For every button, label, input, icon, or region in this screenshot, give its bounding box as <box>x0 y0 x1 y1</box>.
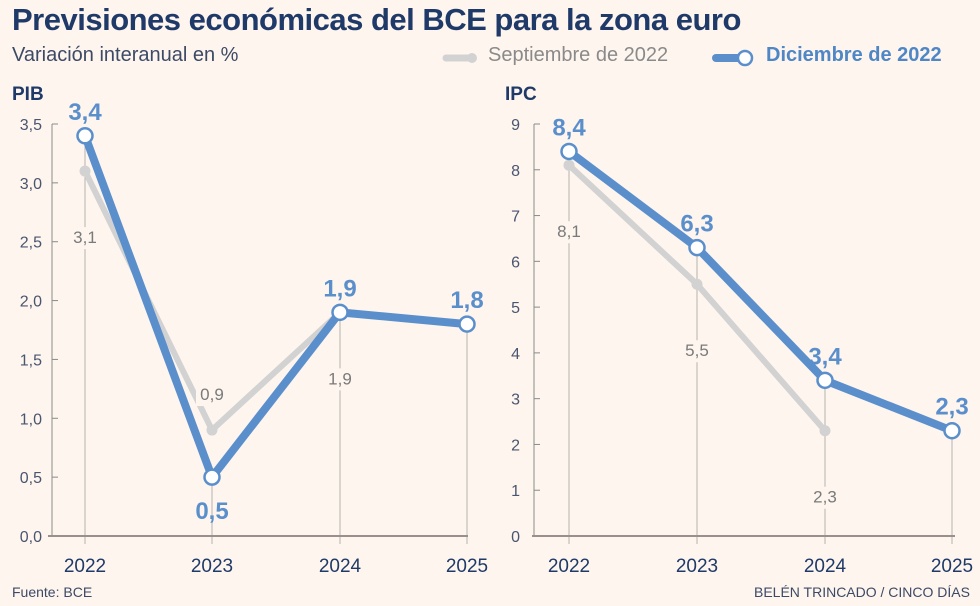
data-label-september: 1,9 <box>328 369 352 388</box>
data-marker-december <box>76 127 94 145</box>
chart-subtitle: Variación interanual en % <box>12 44 239 66</box>
data-label-december: 3,4 <box>68 99 102 126</box>
legend-dic-marker <box>736 49 754 67</box>
y-tick-label: 1,0 <box>20 411 42 428</box>
panel-title: PIB <box>12 84 44 105</box>
y-tick-label: 8 <box>511 163 520 180</box>
data-label-december: 6,3 <box>680 211 713 238</box>
data-marker-december <box>458 315 476 333</box>
label-bg <box>196 384 228 407</box>
y-tick-label: 3 <box>511 392 520 409</box>
y-tick-label: 7 <box>511 209 520 226</box>
data-label-september: 8,1 <box>557 222 581 241</box>
x-tick-label: 2022 <box>548 556 590 577</box>
label-bg <box>324 368 356 391</box>
data-marker-september <box>819 425 831 437</box>
data-marker-september <box>691 278 703 290</box>
data-label-december: 1,9 <box>323 275 356 302</box>
data-label-december: 3,4 <box>808 343 842 370</box>
legend-september: Septiembre de 2022 <box>488 44 669 66</box>
y-tick-label: 1 <box>511 483 520 500</box>
data-marker-september <box>79 165 91 177</box>
legend-december: Diciembre de 2022 <box>766 44 942 66</box>
x-tick-label: 2023 <box>191 556 233 577</box>
data-label-december: 2,3 <box>935 394 968 421</box>
y-tick-label: 5 <box>511 300 520 317</box>
credit-note: BELÉN TRINCADO / CINCO DÍAS <box>753 584 970 600</box>
y-tick-label: 2 <box>511 437 520 454</box>
data-label-september: 0,9 <box>200 385 224 404</box>
data-label-december: 0,5 <box>195 498 228 525</box>
panel-title: IPC <box>505 84 537 105</box>
y-tick-label: 0,5 <box>20 470 42 487</box>
data-label-december: 8,4 <box>552 114 586 141</box>
y-tick-label: 2,5 <box>20 235 42 252</box>
data-marker-december <box>560 142 578 161</box>
series-line-december <box>566 148 954 435</box>
data-label-september: 2,3 <box>813 488 837 507</box>
data-label-september: 5,5 <box>685 341 709 360</box>
label-bg <box>681 340 713 363</box>
label-bg <box>553 221 585 244</box>
data-marker-december <box>688 238 706 257</box>
chart-title: Previsiones económicas del BCE para la z… <box>12 2 741 37</box>
y-tick-label: 3,0 <box>20 176 42 193</box>
y-tick-label: 0,0 <box>20 529 42 546</box>
y-tick-label: 3,5 <box>20 117 42 134</box>
y-tick-label: 2,0 <box>20 294 42 311</box>
label-bg <box>69 227 101 250</box>
y-tick-label: 0 <box>511 529 520 546</box>
legend-sept-dot <box>467 53 477 63</box>
data-marker-december <box>331 303 349 322</box>
y-tick-label: 9 <box>511 117 520 134</box>
data-marker-december <box>203 468 221 486</box>
x-tick-label: 2024 <box>319 556 362 577</box>
x-tick-label: 2025 <box>931 556 973 577</box>
source-note: Fuente: BCE <box>12 584 93 600</box>
data-marker-september <box>563 159 575 171</box>
y-tick-label: 1,5 <box>20 352 42 369</box>
x-tick-label: 2025 <box>446 556 488 577</box>
y-tick-label: 4 <box>511 346 520 363</box>
series-line-december <box>81 134 468 482</box>
x-tick-label: 2023 <box>676 556 718 577</box>
y-tick-label: 6 <box>511 254 520 271</box>
data-label-september: 3,1 <box>73 228 97 247</box>
x-tick-label: 2022 <box>64 556 106 577</box>
data-marker-december <box>943 421 961 440</box>
data-marker-september <box>206 424 218 436</box>
label-bg <box>809 486 841 509</box>
x-tick-label: 2024 <box>804 556 847 577</box>
data-label-december: 1,8 <box>450 287 483 314</box>
data-marker-december <box>816 371 834 390</box>
